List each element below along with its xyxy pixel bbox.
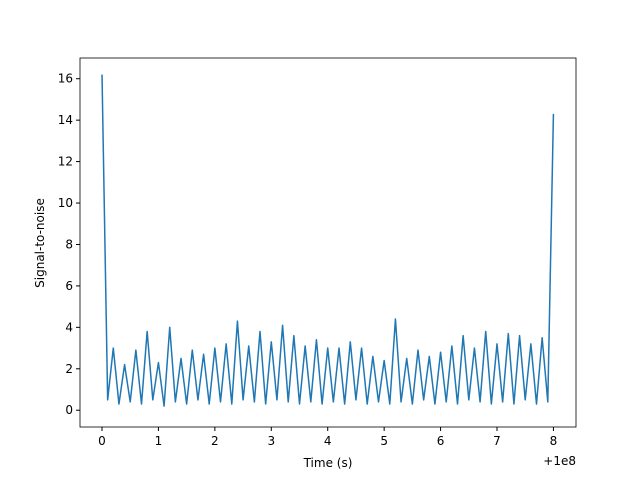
y-tick-label: 12 [58,155,73,169]
x-tick-label: 1 [155,434,163,448]
x-tick-label: 8 [550,434,558,448]
y-axis-label: Signal-to-noise [33,198,47,288]
y-tick-label: 16 [58,72,73,86]
x-tick-label: 0 [98,434,106,448]
x-tick-label: 2 [211,434,219,448]
y-tick-label: 0 [65,403,73,417]
y-tick-label: 8 [65,237,73,251]
x-tick-label: 7 [493,434,501,448]
x-tick-label: 3 [267,434,275,448]
x-tick-label: 4 [324,434,332,448]
y-tick-label: 14 [58,113,73,127]
axes-frame [79,57,577,428]
x-tick-label: 5 [380,434,388,448]
y-tick-label: 6 [65,279,73,293]
y-tick-label: 2 [65,362,73,376]
line [101,74,555,407]
x-offset-label: +1e8 [543,454,576,468]
y-tick-label: 4 [65,320,73,334]
y-tick-label: 10 [58,196,73,210]
x-tick-label: 6 [437,434,445,448]
x-axis-label: Time (s) [303,456,353,470]
